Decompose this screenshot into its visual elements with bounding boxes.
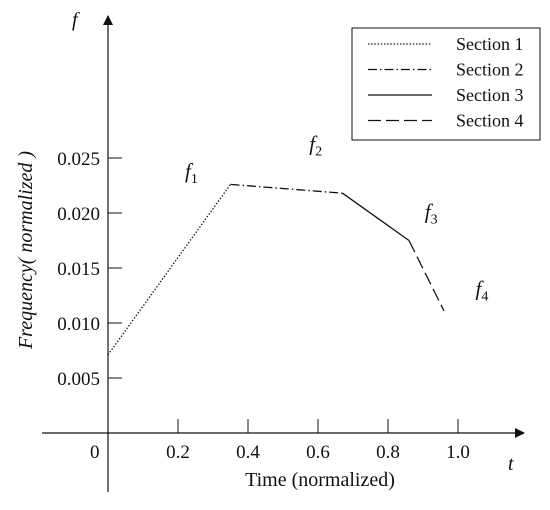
legend-label-4: Section 4 — [456, 111, 524, 131]
y-tick-label: 0.010 — [57, 314, 100, 335]
legend-label-3: Section 3 — [456, 85, 524, 105]
series-label-sub: 2 — [315, 144, 322, 159]
y-axis-title: Frequency( normalized ) — [15, 151, 37, 350]
legend: Section 1 Section 2 Section 3 Section 4 — [351, 27, 541, 141]
series-line-3 — [342, 192, 410, 242]
x-tick-label: 0.6 — [306, 442, 330, 463]
series-label-2: f2 — [309, 131, 322, 159]
series-label-main: f — [309, 131, 318, 155]
y-tick-label: 0.015 — [57, 259, 100, 280]
x-tick-label: 0.8 — [376, 442, 400, 463]
x-axis-title: Time (normalized) — [245, 469, 395, 491]
x-tick-label: 0.2 — [166, 442, 190, 463]
y-tick-label: 0.025 — [57, 149, 100, 170]
legend-label-2: Section 2 — [456, 60, 524, 80]
series-line-2 — [230, 183, 343, 194]
series-label-1: f1 — [185, 159, 198, 187]
series-line-1 — [107, 184, 232, 356]
series-label-main: f — [425, 200, 434, 224]
series-label-sub: 3 — [431, 213, 438, 228]
series-label-sub: 1 — [191, 172, 198, 187]
y-tick-label: 0.020 — [57, 204, 100, 225]
x-axis-letter: t — [508, 453, 514, 475]
legend-box — [351, 27, 541, 141]
y-axis-letter: f — [72, 9, 80, 31]
series-label-main: f — [185, 159, 194, 183]
x-tick-label: 0.4 — [236, 442, 260, 463]
x-origin-label: 0 — [90, 442, 100, 463]
series-lines — [107, 183, 445, 356]
series-label-main: f — [476, 277, 485, 301]
series-label-sub: 4 — [481, 290, 488, 305]
y-tick-label: 0.005 — [57, 369, 100, 390]
axes — [42, 15, 525, 492]
axis-ticks: 0.2 0.4 0.6 0.8 1.0 0.005 0.010 0.015 0.020 0.025 — [57, 149, 470, 463]
series-label-4: f4 — [476, 277, 489, 305]
series-label-3: f3 — [425, 200, 438, 228]
series-line-4 — [408, 240, 445, 312]
legend-label-1: Section 1 — [456, 34, 524, 54]
x-tick-label: 1.0 — [446, 442, 470, 463]
